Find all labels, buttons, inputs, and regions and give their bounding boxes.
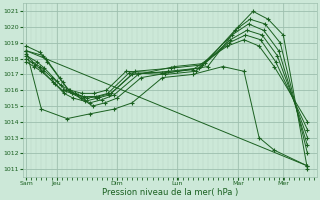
X-axis label: Pression niveau de la mer( hPa ): Pression niveau de la mer( hPa ) xyxy=(102,188,238,197)
